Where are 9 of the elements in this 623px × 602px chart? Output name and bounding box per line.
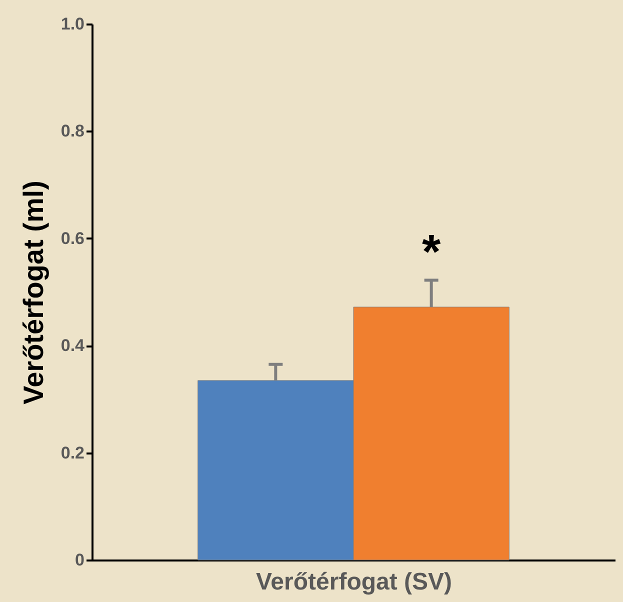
y-axis-title: Verőtérfogat (ml) <box>18 180 49 405</box>
y-tick-label: 0.6 <box>60 228 84 248</box>
y-tick-label: 1.0 <box>60 14 84 34</box>
x-axis-title: Verőtérfogat (SV) <box>256 568 452 596</box>
y-tick-label: 0.2 <box>60 443 84 462</box>
y-tick-label: 0.4 <box>60 336 86 356</box>
y-tick-label: 0.8 <box>60 122 84 141</box>
y-tick-label: 0 <box>75 550 84 570</box>
annotation: * <box>422 226 441 280</box>
